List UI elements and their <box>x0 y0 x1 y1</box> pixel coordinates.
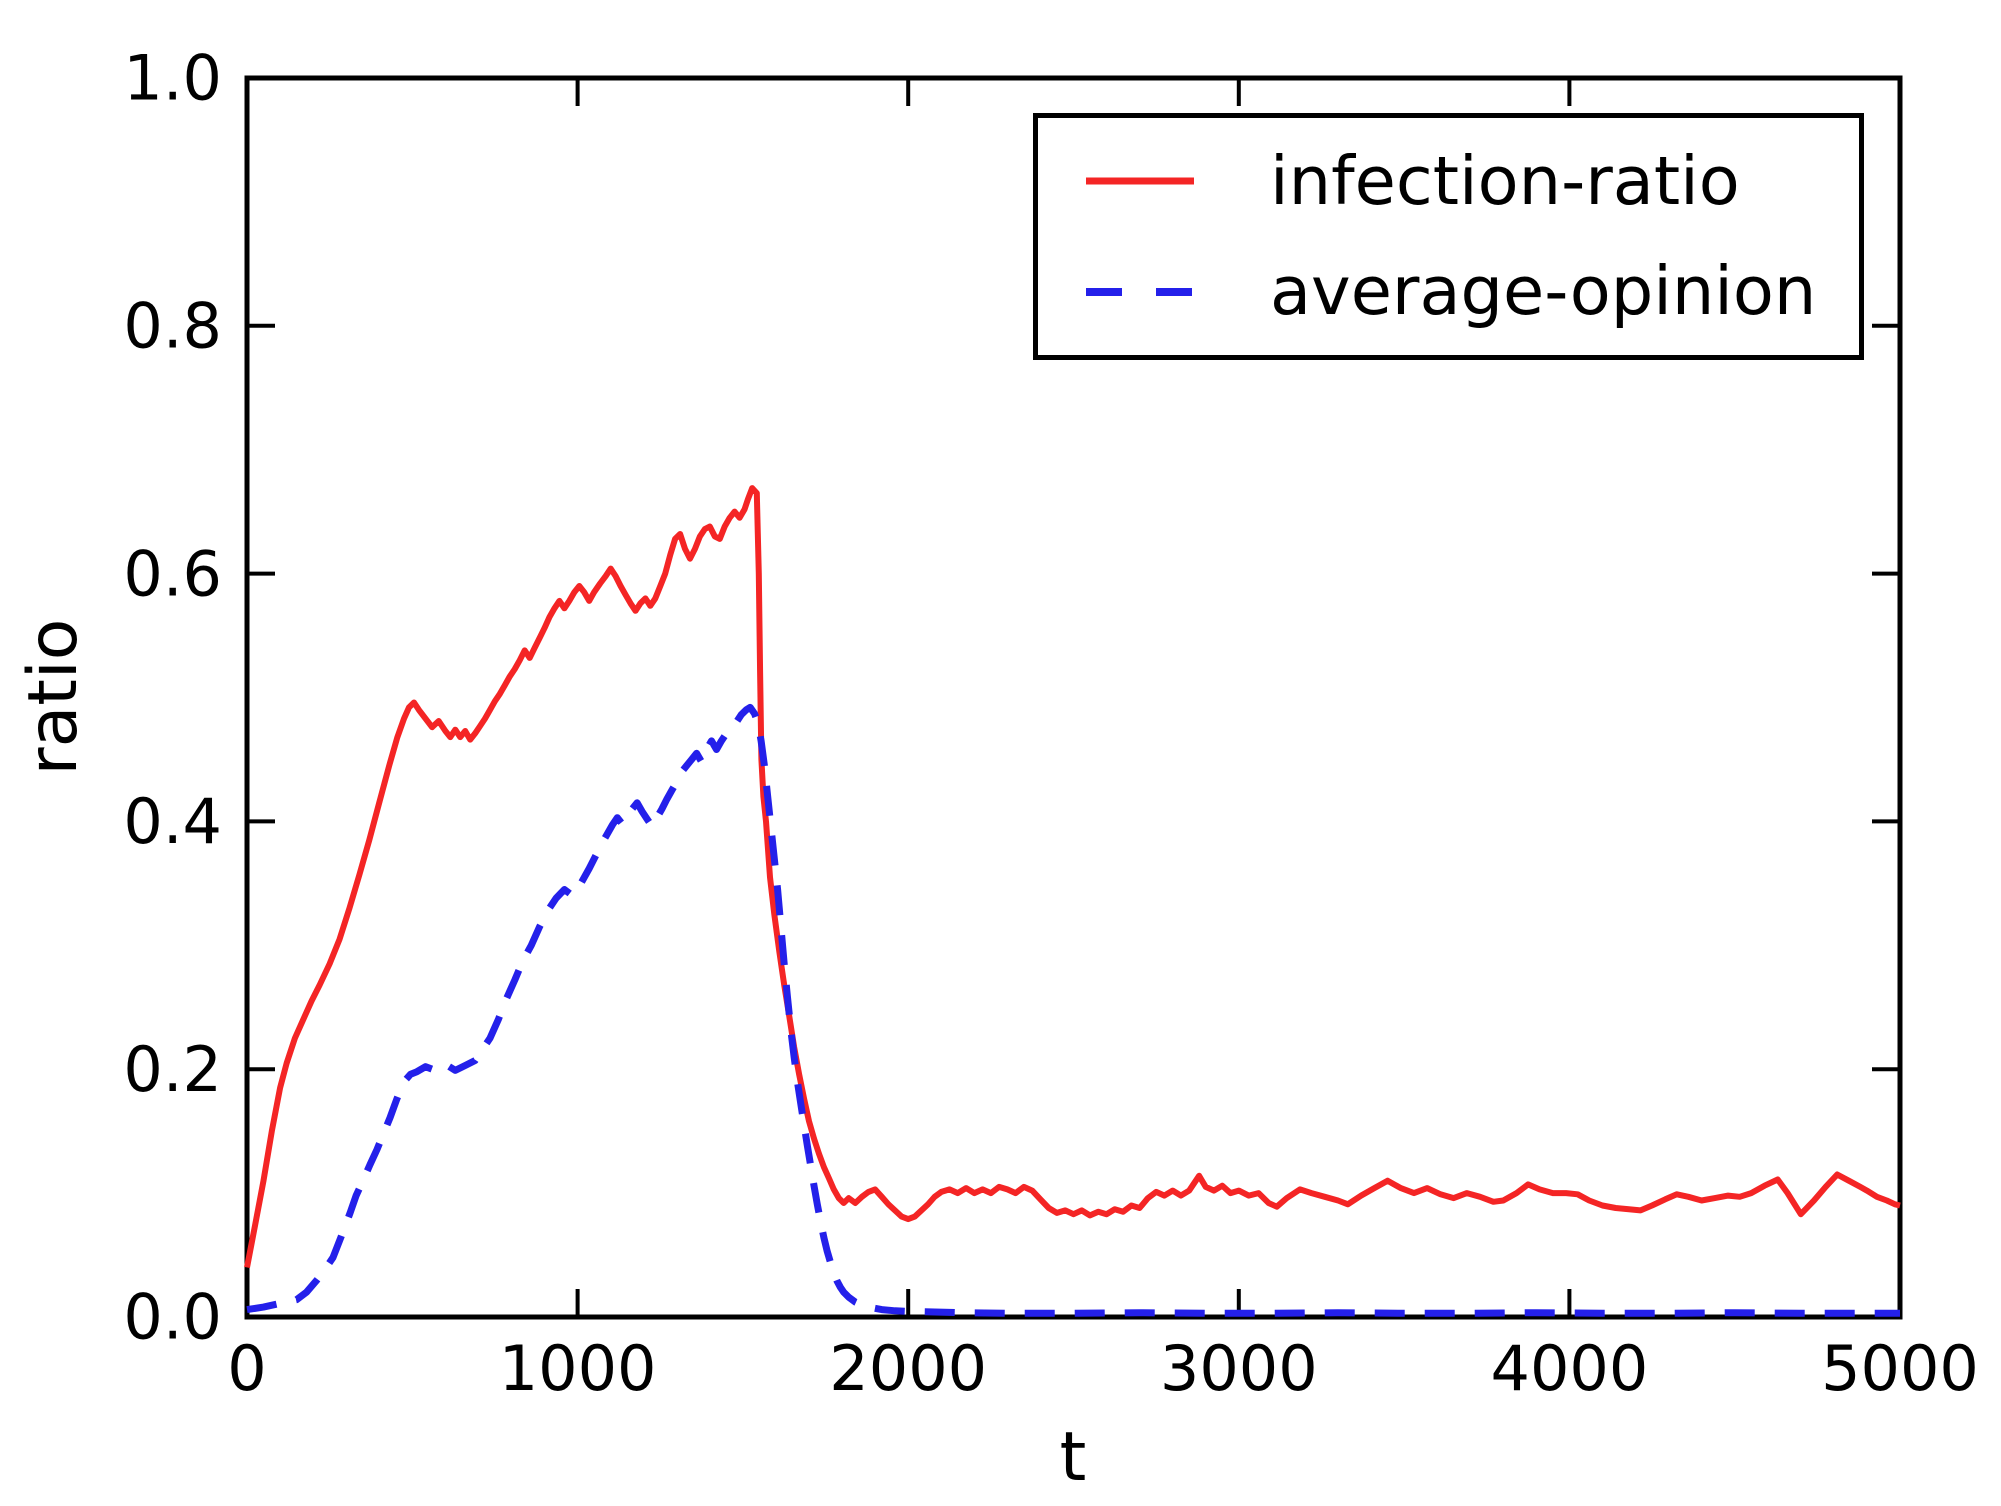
legend: infection-ratio average-opinion <box>1033 113 1864 360</box>
legend-line-dashed-icon <box>1086 287 1194 296</box>
plot-frame <box>244 75 1903 1320</box>
x-tick-label: 0 <box>227 1332 266 1405</box>
legend-label-infection-ratio: infection-ratio <box>1270 141 1740 220</box>
average-opinion-line <box>246 703 1900 1317</box>
legend-entry-average-opinion: average-opinion <box>1038 242 1859 342</box>
y-tick-label: 0.2 <box>123 1033 222 1106</box>
x-tick-label: 1000 <box>499 1332 657 1405</box>
legend-entry-infection-ratio: infection-ratio <box>1038 131 1859 231</box>
series-lines <box>244 485 1901 1317</box>
x-axis-label: t <box>1060 1418 1087 1497</box>
y-axis-label: ratio <box>14 619 93 776</box>
x-tick-label: 3000 <box>1160 1332 1318 1405</box>
y-tick-label: 0.0 <box>123 1281 222 1354</box>
legend-label-average-opinion: average-opinion <box>1270 252 1817 331</box>
x-tick-label: 2000 <box>829 1332 987 1405</box>
y-tick-label: 0.6 <box>123 537 222 610</box>
y-tick-label: 0.4 <box>123 785 222 858</box>
x-tick-label: 4000 <box>1491 1332 1649 1405</box>
x-tick-label: 5000 <box>1821 1332 1979 1405</box>
tick-labels: 0 1000 2000 3000 4000 5000 0.0 0.2 0.4 0.6 0.8 1.0 <box>123 42 1979 1405</box>
infection-ratio-line <box>244 485 1901 1268</box>
axes-frame <box>244 75 1903 1320</box>
y-tick-label: 0.8 <box>123 290 222 363</box>
y-tick-label: 1.0 <box>123 42 222 115</box>
legend-line-solid-icon <box>1086 177 1194 185</box>
